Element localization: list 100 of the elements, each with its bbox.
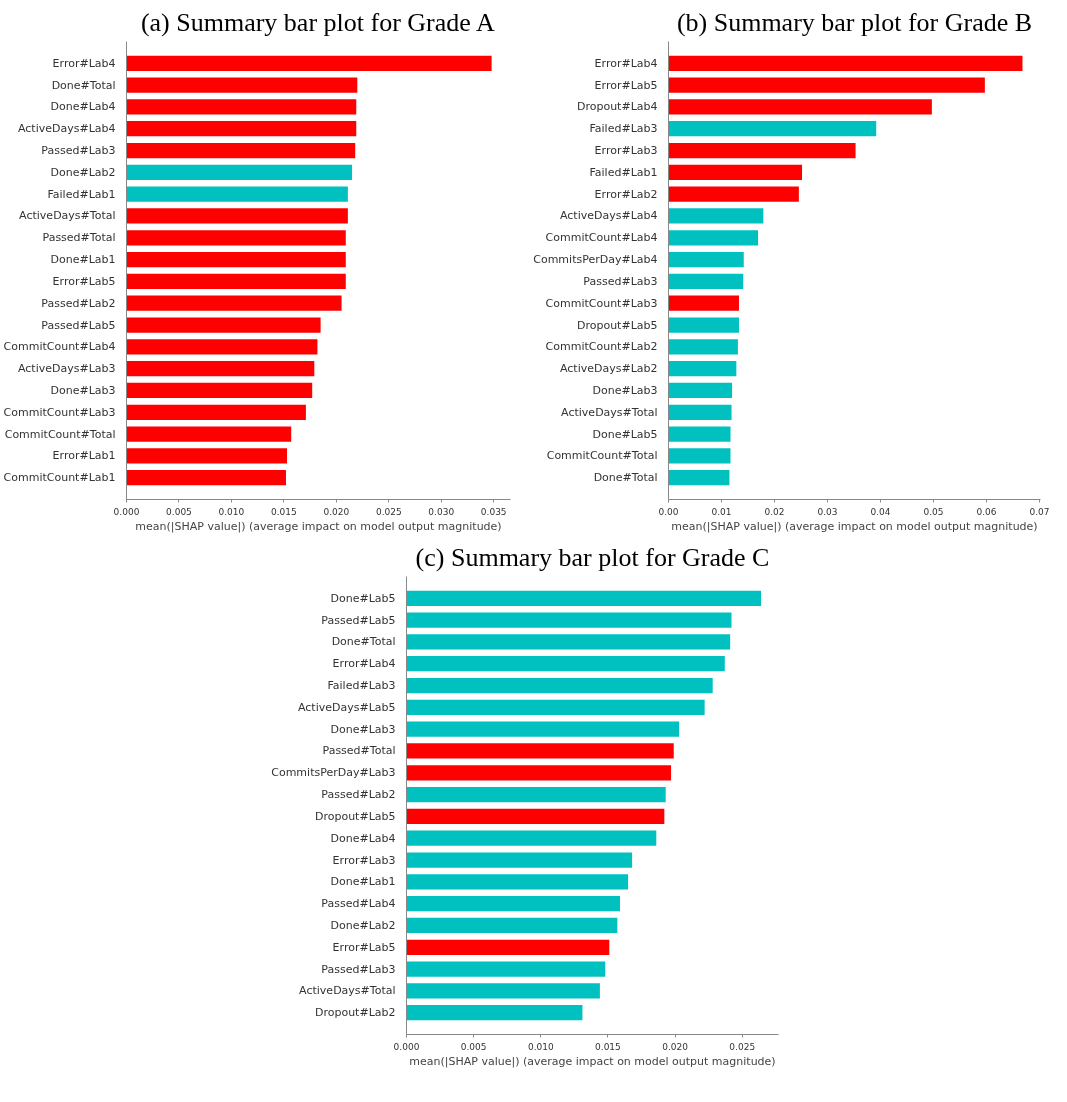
y-tick-label: Passed#Total xyxy=(42,231,116,245)
y-tick-label: CommitCount#Lab3 xyxy=(545,296,658,310)
y-tick-label: ActiveDays#Total xyxy=(561,405,658,419)
bar xyxy=(406,939,610,955)
x-tick-label: 0.05 xyxy=(923,506,944,517)
y-tick-label: Done#Lab5 xyxy=(592,427,658,441)
y-tick-label: Error#Lab1 xyxy=(52,449,116,463)
y-tick-label: Done#Lab3 xyxy=(50,383,116,397)
y-tick-label: Error#Lab5 xyxy=(52,274,116,288)
chart-title: (c) Summary bar plot for Grade C xyxy=(415,542,770,572)
bar xyxy=(668,55,1023,71)
y-tick-label: Done#Lab2 xyxy=(330,918,396,932)
y-tick-label: Error#Lab5 xyxy=(594,78,658,92)
bar xyxy=(668,186,799,202)
y-tick-label: Done#Lab1 xyxy=(50,253,116,267)
y-tick-label: Passed#Lab2 xyxy=(41,296,116,310)
bar xyxy=(126,426,292,442)
y-tick-label: Done#Lab4 xyxy=(330,831,396,845)
bar xyxy=(126,208,348,224)
y-tick-label: CommitCount#Lab2 xyxy=(545,340,658,354)
bar xyxy=(406,699,705,715)
bar xyxy=(126,339,318,355)
y-tick-label: ActiveDays#Lab5 xyxy=(297,700,396,714)
x-tick-label: 0.02 xyxy=(764,506,785,517)
y-tick-label: Failed#Lab3 xyxy=(327,679,396,693)
x-axis-title: mean(|SHAP value|) (average impact on model output magnitude) xyxy=(409,1054,776,1068)
bar xyxy=(668,251,744,268)
bar xyxy=(126,164,353,180)
bar xyxy=(126,361,315,377)
bar xyxy=(126,273,346,290)
bar xyxy=(406,852,633,868)
bar xyxy=(668,382,733,399)
y-tick-label: Passed#Total xyxy=(322,744,396,758)
bar xyxy=(668,404,732,420)
x-tick-label: 0.025 xyxy=(729,1041,756,1052)
y-tick-label: Done#Lab4 xyxy=(50,100,116,114)
y-tick-label: Passed#Lab5 xyxy=(41,318,116,332)
bar xyxy=(406,743,674,759)
bar xyxy=(406,874,629,890)
bar xyxy=(126,121,357,137)
x-tick-label: 0.000 xyxy=(393,1041,420,1052)
y-tick-label: Error#Lab4 xyxy=(52,56,116,70)
y-tick-label: ActiveDays#Total xyxy=(299,984,396,998)
x-tick-label: 0.025 xyxy=(375,506,402,517)
bar xyxy=(126,317,321,333)
y-tick-label: CommitCount#Total xyxy=(546,449,658,463)
y-tick-label: Passed#Lab3 xyxy=(321,962,396,976)
bar xyxy=(668,361,737,377)
bar xyxy=(668,273,744,290)
x-tick-label: 0.010 xyxy=(218,506,245,517)
bar xyxy=(668,317,739,333)
bar xyxy=(126,251,346,268)
bar xyxy=(406,1005,583,1021)
y-tick-label: Done#Total xyxy=(593,471,658,485)
y-tick-label: Error#Lab4 xyxy=(332,657,396,671)
bar xyxy=(406,917,618,934)
bar xyxy=(126,404,306,420)
bar xyxy=(406,808,665,825)
y-tick-label: Failed#Lab3 xyxy=(589,122,658,136)
y-tick-label: Done#Lab3 xyxy=(330,722,396,736)
y-tick-label: CommitCount#Lab1 xyxy=(3,471,116,485)
y-tick-label: Dropout#Lab4 xyxy=(576,100,658,114)
bar xyxy=(668,448,731,464)
y-tick-label: Failed#Lab1 xyxy=(47,187,116,201)
bar xyxy=(126,55,492,71)
y-tick-label: Passed#Lab5 xyxy=(321,613,396,627)
y-tick-label: Failed#Lab1 xyxy=(589,165,658,179)
y-tick-label: ActiveDays#Lab2 xyxy=(559,362,658,376)
x-tick-label: 0.03 xyxy=(817,506,838,517)
x-tick-label: 0.005 xyxy=(460,1041,487,1052)
chart-title: (b) Summary bar plot for Grade B xyxy=(676,7,1033,37)
y-tick-label: Dropout#Lab2 xyxy=(314,1006,396,1020)
x-tick-label: 0.015 xyxy=(270,506,297,517)
y-tick-label: Passed#Lab3 xyxy=(41,144,116,158)
y-tick-label: Error#Lab3 xyxy=(332,853,396,867)
x-tick-label: 0.035 xyxy=(480,506,507,517)
x-tick-label: 0.00 xyxy=(658,506,679,517)
bar xyxy=(126,470,286,486)
bar xyxy=(406,786,666,803)
bar xyxy=(406,983,600,999)
y-tick-label: ActiveDays#Lab4 xyxy=(17,122,116,136)
y-tick-label: ActiveDays#Total xyxy=(19,209,116,223)
bar xyxy=(126,230,346,246)
y-tick-label: Error#Lab4 xyxy=(594,56,658,70)
bar xyxy=(668,426,731,442)
chart-title: (a) Summary bar plot for Grade A xyxy=(140,7,495,37)
bar xyxy=(668,77,985,93)
bar xyxy=(406,961,606,977)
x-tick-label: 0.06 xyxy=(976,506,997,517)
bar xyxy=(406,896,621,912)
bar xyxy=(668,339,738,355)
x-tick-label: 0.030 xyxy=(428,506,455,517)
x-tick-label: 0.000 xyxy=(113,506,140,517)
bar xyxy=(126,295,342,311)
bar xyxy=(406,656,725,672)
bar xyxy=(668,208,764,224)
y-tick-label: Done#Lab3 xyxy=(592,383,658,397)
y-tick-label: CommitCount#Lab4 xyxy=(3,340,116,354)
bar xyxy=(406,830,657,846)
y-tick-label: Passed#Lab2 xyxy=(321,788,396,802)
